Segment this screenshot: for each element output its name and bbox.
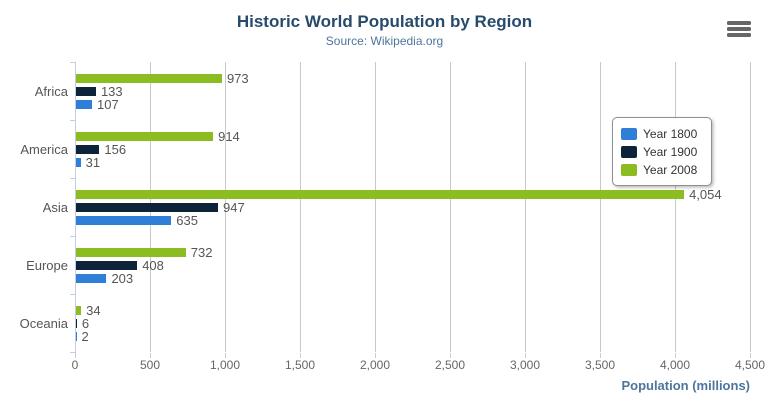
x-axis-tick	[375, 353, 376, 358]
bar-value-label: 947	[223, 199, 245, 215]
x-axis-tick	[150, 353, 151, 358]
legend-label: Year 1800	[643, 127, 698, 141]
bar-year-1900-asia[interactable]	[76, 202, 219, 212]
bar-value-label: 2	[81, 328, 89, 344]
category-label: Africa	[34, 83, 68, 99]
bar-year-1900-africa[interactable]	[76, 86, 96, 96]
chart-subtitle: Source: Wikipedia.org	[325, 34, 444, 48]
bar-value-label: 914	[218, 128, 240, 144]
bar-year-2008-europe[interactable]	[76, 247, 186, 257]
x-axis-tick-label: 1,000	[209, 358, 241, 372]
y-axis-tick	[70, 120, 75, 121]
x-axis-tick-label: 3,500	[584, 358, 616, 372]
bar-value-label: 635	[176, 212, 198, 228]
legend: Year 1800 Year 1900 Year 2008	[612, 117, 712, 186]
x-axis-tick	[675, 353, 676, 358]
bar-value-label: 107	[97, 96, 119, 112]
bar-year-2008-asia[interactable]	[76, 189, 685, 199]
x-axis-tick-label: 3,000	[509, 358, 541, 372]
legend-label: Year 1900	[643, 145, 698, 159]
bar-year-1900-oceania[interactable]	[76, 318, 77, 328]
x-axis-tick-label: 2,000	[359, 358, 391, 372]
category-label: Oceania	[19, 315, 68, 331]
x-axis-tick	[750, 353, 751, 358]
y-axis-tick	[70, 62, 75, 63]
y-axis-tick	[70, 352, 75, 353]
bar-value-label: 408	[142, 257, 164, 273]
bar-year-1800-oceania[interactable]	[76, 331, 77, 341]
bar-value-label: 4,054	[689, 186, 722, 202]
y-axis-line	[75, 62, 76, 353]
category-label: America	[20, 141, 68, 157]
bar-value-label: 973	[226, 70, 249, 86]
x-axis-tick-label: 0	[71, 358, 79, 372]
chart-title: Historic World Population by Region	[236, 12, 533, 31]
x-axis-tick-label: 4,500	[734, 358, 766, 372]
x-axis-tick	[600, 353, 601, 358]
bar-year-2008-america[interactable]	[76, 131, 214, 141]
bar-year-1800-asia[interactable]	[76, 215, 172, 225]
x-axis-tick	[525, 353, 526, 358]
hamburger-menu-icon[interactable]	[726, 20, 754, 42]
y-axis-tick	[70, 294, 75, 295]
gridline	[300, 62, 301, 352]
legend-swatch	[621, 164, 637, 176]
gridline	[675, 62, 676, 352]
gridline	[600, 62, 601, 352]
gridline	[450, 62, 451, 352]
bar-year-1800-africa[interactable]	[76, 99, 93, 109]
y-axis-tick	[70, 178, 75, 179]
category-label: Europe	[26, 257, 68, 273]
legend-swatch	[621, 128, 637, 140]
bar-value-label: 732	[190, 244, 213, 260]
legend-item-year-2008[interactable]: Year 2008	[621, 161, 703, 179]
legend-item-year-1800[interactable]: Year 1800	[621, 125, 703, 143]
gridline	[525, 62, 526, 352]
bar-year-1800-europe[interactable]	[76, 273, 107, 283]
y-axis-tick	[70, 236, 75, 237]
x-axis-tick	[225, 353, 226, 358]
gridline	[225, 62, 226, 352]
gridline	[750, 62, 751, 352]
bar-value-label: 133	[100, 83, 123, 99]
bar-year-2008-oceania[interactable]	[76, 305, 82, 315]
x-axis-tick-label: 500	[139, 358, 161, 372]
gridline	[375, 62, 376, 352]
x-axis-tick	[450, 353, 451, 358]
bar-year-2008-africa[interactable]	[76, 73, 222, 83]
x-axis-tick-label: 4,000	[659, 358, 691, 372]
bar-year-1900-america[interactable]	[76, 144, 100, 154]
x-axis-tick	[75, 353, 76, 358]
x-axis-tick-label: 1,500	[284, 358, 316, 372]
x-axis-tick	[300, 353, 301, 358]
bar-value-label: 34	[86, 302, 101, 318]
bar-value-label: 31	[85, 154, 101, 170]
legend-item-year-1900[interactable]: Year 1900	[621, 143, 703, 161]
x-axis-title: Population (millions)	[621, 378, 750, 393]
bar-value-label: 6	[81, 315, 90, 331]
bar-value-label: 156	[104, 141, 127, 157]
bar-year-1900-europe[interactable]	[76, 260, 138, 270]
bar-value-label: 203	[111, 270, 134, 286]
category-label: Asia	[42, 199, 68, 215]
bar-year-1800-america[interactable]	[76, 157, 81, 167]
x-axis-tick-label: 2,500	[434, 358, 466, 372]
legend-label: Year 2008	[643, 163, 698, 177]
legend-swatch	[621, 146, 637, 158]
